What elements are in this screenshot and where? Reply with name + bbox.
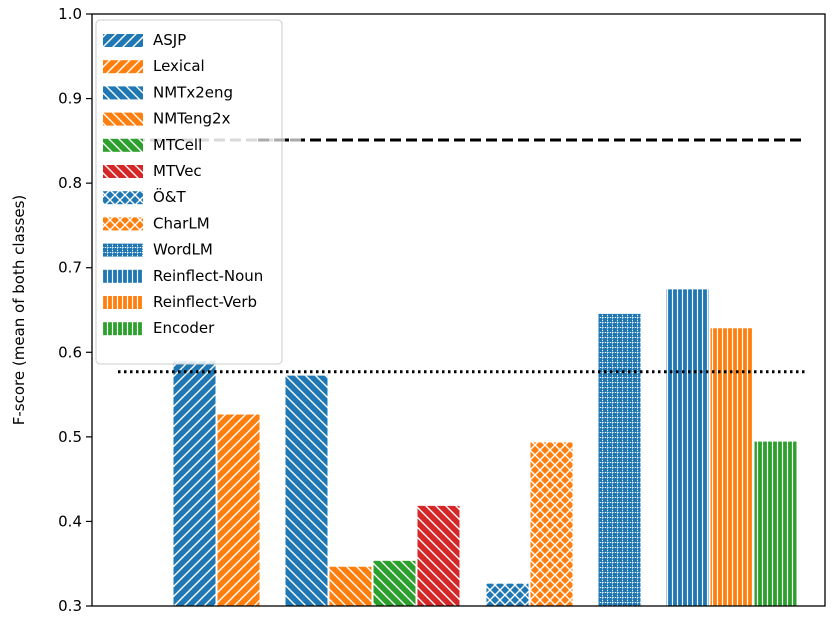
y-tick-label: 0.3 [58,597,82,615]
legend-swatch [103,322,143,336]
y-tick-label: 0.6 [58,343,82,361]
legend-swatch [103,34,143,47]
bar-mtcell [372,559,417,607]
legend-swatch [103,269,143,283]
legend-entry-label: MTCell [153,136,202,154]
y-tick-label: 0.7 [58,259,82,277]
legend-entry-label: Lexical [153,57,205,75]
bar-lexical [216,413,261,607]
bar-nmteng2x [328,565,373,607]
legend-swatch [103,243,143,257]
legend-swatch [103,165,143,178]
y-tick-label: 0.5 [58,428,82,446]
bar-encoder [753,440,798,607]
y-tick-label: 0.9 [58,90,82,108]
legend-entry-label: MTVec [153,162,202,180]
bars-group [172,288,798,607]
bar-mtvec [416,504,461,607]
legend-swatch [103,60,143,74]
legend-swatch [103,191,143,205]
y-tick-label: 1.0 [58,5,82,23]
y-tick-label: 0.4 [58,512,82,530]
bar-reinflect-verb [709,327,754,607]
legend: ASJP Lexical NMTx2eng NMTeng2x MTCell MTVec Ö&… [95,19,304,365]
y-axis-ticks: 0.3 0.4 0.5 0.6 0.7 0.8 0.9 1.0 [58,5,92,615]
legend-entry-label: Ö&T [153,187,187,206]
legend-swatch [103,138,143,152]
legend-entry-label: NMTx2eng [153,83,233,101]
y-axis-label: F-score (mean of both classes) [10,195,28,426]
bar-reinflect-noun [665,288,710,607]
legend-entry-label: CharLM [153,214,210,232]
bar--t [485,582,530,607]
legend-swatch [103,112,143,126]
bar-charlm [529,441,574,607]
legend-entry-label: ASJP [153,31,186,49]
legend-entry-label: Reinflect-Verb [153,293,257,311]
y-tick-label: 0.8 [58,174,82,192]
legend-entry-label: Encoder [153,319,215,337]
legend-entry-label: Reinflect-Noun [153,267,263,285]
legend-swatch [103,217,143,231]
bar-asjp [172,360,217,607]
bar-nmtx2eng [284,374,329,607]
legend-swatch [103,296,143,309]
legend-entry-label: NMTeng2x [153,110,231,128]
legend-entry-label: WordLM [153,241,213,259]
legend-swatch [103,86,143,100]
plot-frame [91,13,826,607]
bar-wordlm [597,312,642,607]
